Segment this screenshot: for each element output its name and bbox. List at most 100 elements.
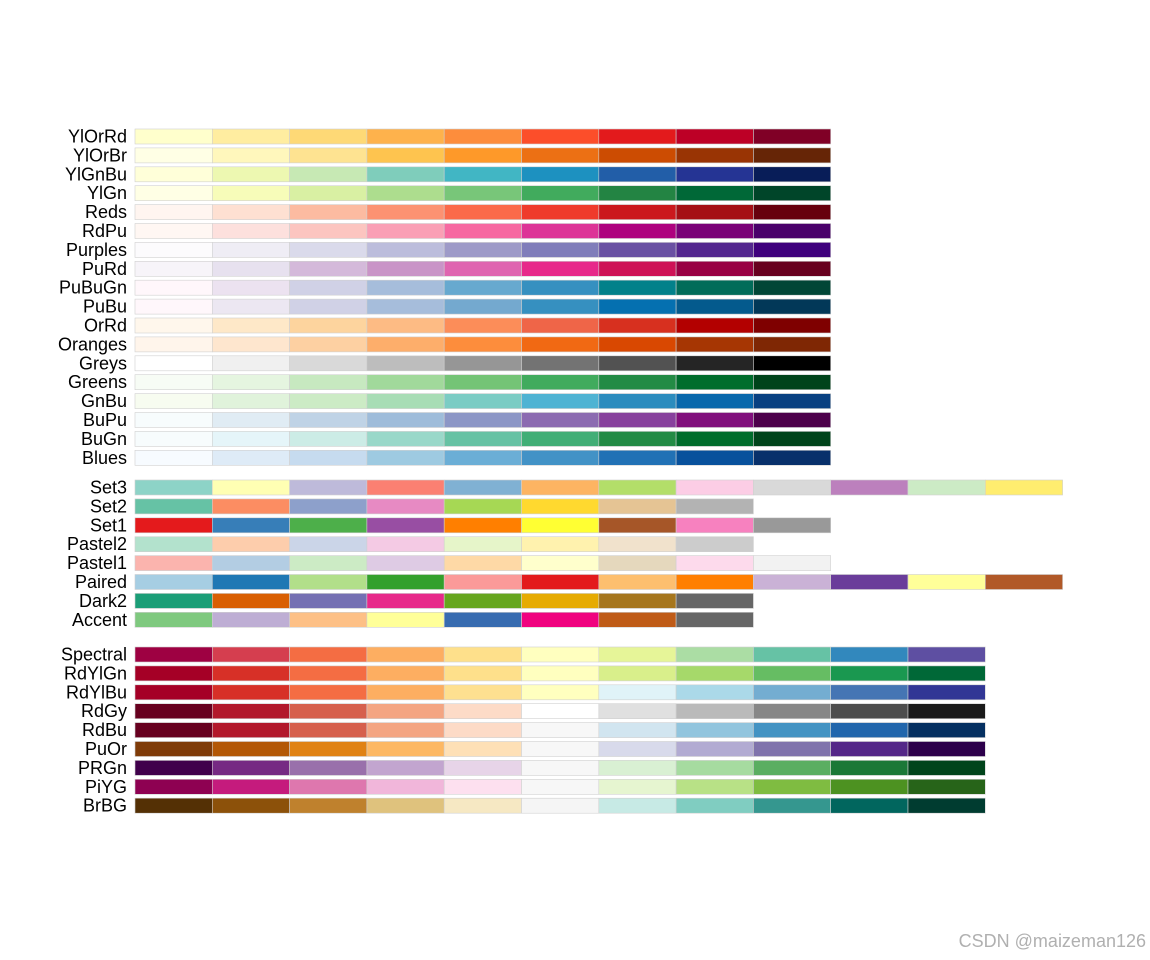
color-swatch: [753, 797, 832, 814]
color-swatch: [675, 684, 754, 701]
color-swatch: [443, 574, 522, 590]
color-swatch: [598, 722, 677, 738]
color-swatch: [212, 355, 290, 372]
color-swatch: [830, 797, 909, 814]
palette-label: Paired: [75, 572, 127, 592]
color-swatch: [675, 355, 754, 372]
color-swatch: [675, 703, 754, 720]
color-swatch: [443, 555, 522, 571]
color-swatch: [753, 374, 832, 391]
color-swatch: [366, 166, 445, 183]
color-swatch: [366, 393, 445, 409]
color-swatch: [289, 760, 368, 776]
color-swatch: [753, 317, 832, 334]
color-swatch: [289, 517, 368, 534]
color-swatch: [134, 260, 213, 277]
color-swatch: [907, 703, 986, 720]
color-swatch: [366, 536, 445, 553]
color-swatch: [753, 166, 832, 183]
color-swatch: [753, 260, 832, 277]
color-swatch: [212, 412, 290, 428]
color-swatch: [134, 374, 213, 391]
color-swatch: [289, 449, 368, 466]
color-swatch: [907, 797, 986, 814]
color-swatch: [443, 147, 522, 164]
palette-group-sequential: YlOrRdYlOrBrYlGnBuYlGnRedsRdPuPurplesPuR…: [58, 127, 832, 468]
color-swatch: [675, 498, 754, 515]
color-swatch: [289, 393, 368, 409]
color-swatch: [289, 242, 368, 258]
color-swatch: [598, 593, 677, 609]
color-swatch: [830, 778, 909, 795]
color-swatch: [521, 393, 600, 409]
color-swatch: [753, 555, 832, 571]
color-swatch: [134, 336, 213, 353]
color-swatch: [366, 449, 445, 466]
color-swatch: [907, 778, 986, 795]
color-swatch: [598, 128, 677, 145]
palette-label: YlGnBu: [65, 164, 127, 184]
palette-label: BuPu: [83, 410, 127, 430]
color-swatch: [289, 128, 368, 145]
color-swatch: [443, 204, 522, 220]
color-swatch: [675, 741, 754, 757]
color-swatch: [443, 260, 522, 277]
color-swatch: [443, 741, 522, 757]
color-swatch: [521, 242, 600, 258]
color-swatch: [521, 611, 600, 628]
color-swatch: [521, 646, 600, 663]
palette-label: RdBu: [82, 720, 127, 740]
color-swatch: [598, 574, 677, 590]
color-swatch: [289, 555, 368, 571]
color-swatch: [443, 517, 522, 534]
color-swatch: [289, 593, 368, 609]
color-swatch: [521, 374, 600, 391]
color-swatch: [598, 185, 677, 201]
color-swatch: [521, 593, 600, 609]
color-swatch: [366, 374, 445, 391]
color-swatch: [134, 517, 213, 534]
color-swatch: [753, 449, 832, 466]
color-swatch: [289, 797, 368, 814]
color-swatch: [830, 479, 909, 496]
palette-label: BrBG: [83, 796, 127, 816]
color-swatch: [366, 778, 445, 795]
color-swatch: [675, 185, 754, 201]
color-swatch: [521, 260, 600, 277]
color-swatch: [675, 646, 754, 663]
color-swatch: [443, 665, 522, 682]
color-swatch: [443, 431, 522, 447]
color-swatch: [907, 760, 986, 776]
color-swatch: [907, 665, 986, 682]
color-swatch: [521, 760, 600, 776]
color-swatch: [366, 797, 445, 814]
color-swatch: [443, 760, 522, 776]
color-swatch: [521, 741, 600, 757]
color-swatch: [289, 741, 368, 757]
color-swatch: [830, 665, 909, 682]
color-swatch: [521, 479, 600, 496]
color-swatch: [212, 393, 290, 409]
color-swatch: [907, 574, 986, 590]
color-swatch: [212, 223, 290, 239]
color-swatch: [366, 298, 445, 315]
color-swatch: [675, 665, 754, 682]
color-swatch: [521, 336, 600, 353]
palette-label: Pastel2: [67, 534, 127, 554]
palette-label: Greys: [79, 353, 127, 373]
color-swatch: [212, 128, 290, 145]
color-swatch: [212, 760, 290, 776]
color-swatch: [521, 684, 600, 701]
color-swatch: [598, 760, 677, 776]
color-swatch: [366, 741, 445, 757]
color-swatch: [675, 449, 754, 466]
color-swatch: [134, 355, 213, 372]
color-swatch: [598, 204, 677, 220]
color-swatch: [675, 260, 754, 277]
color-swatch: [443, 279, 522, 296]
color-swatch: [598, 555, 677, 571]
color-swatch: [212, 449, 290, 466]
color-swatch: [521, 536, 600, 553]
color-swatch: [443, 498, 522, 515]
